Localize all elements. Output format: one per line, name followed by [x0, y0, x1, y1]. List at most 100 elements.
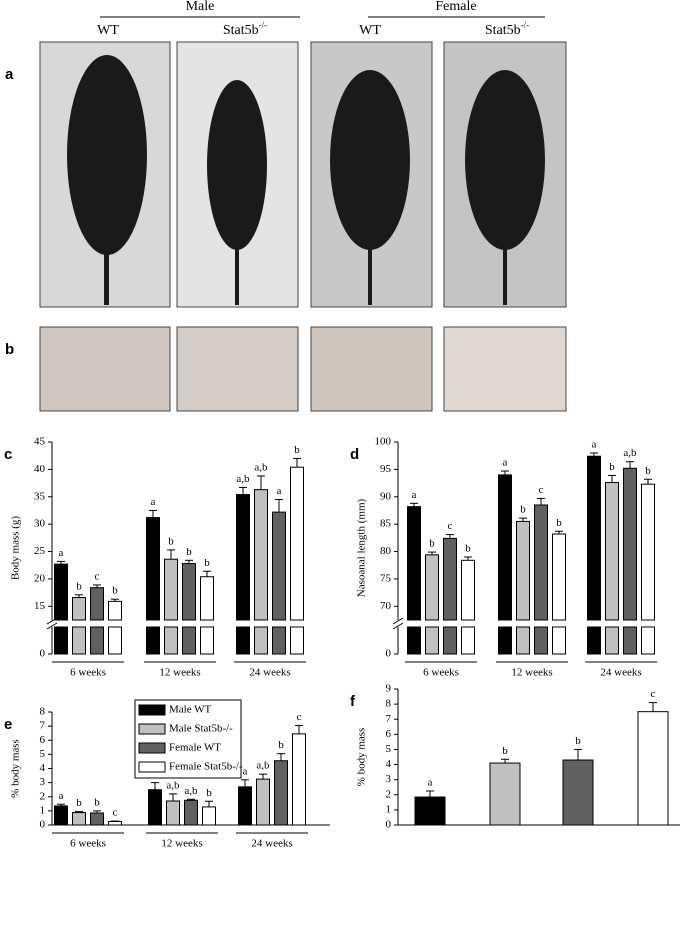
bar [516, 520, 530, 621]
bar-stub [164, 626, 178, 655]
bar-stub [108, 626, 122, 655]
x-tick-label: 24 weeks [600, 667, 641, 679]
y-tick-label: 0 [40, 648, 46, 660]
y-tick-label: 0 [40, 819, 46, 831]
group-label: Female [435, 0, 476, 14]
bar [108, 600, 122, 621]
panel-label: b [5, 341, 14, 358]
y-tick-label: 6 [386, 728, 392, 740]
panel-label: c [4, 446, 12, 463]
bar [236, 494, 250, 621]
column-label-sup: -/- [521, 20, 530, 30]
y-tick-label: 85 [380, 518, 392, 530]
significance-letter: a,b [623, 447, 637, 459]
significance-letter: b [94, 796, 100, 808]
significance-letter: c [448, 520, 453, 532]
bar-stub [534, 626, 548, 655]
x-tick-label: 24 weeks [251, 838, 292, 850]
significance-letter: a,b [254, 461, 268, 473]
bar [489, 762, 521, 826]
x-tick-label: 12 weeks [511, 667, 552, 679]
y-axis-title: Body mass (g) [10, 516, 22, 581]
significance-letter: c [539, 484, 544, 496]
y-tick-label: 5 [40, 748, 46, 760]
legend-swatch [138, 742, 166, 754]
y-tick-label: 45 [34, 436, 46, 448]
bar-stub [443, 626, 457, 655]
bar [72, 597, 86, 621]
significance-letter: c [95, 570, 100, 582]
bar [256, 778, 270, 826]
significance-letter: a [151, 496, 156, 508]
significance-letter: a [243, 765, 248, 777]
y-tick-label: 100 [375, 436, 392, 448]
column-label-text: WT [359, 23, 381, 38]
skull-photo [310, 326, 433, 412]
significance-letter: c [113, 807, 118, 819]
bar-stub [605, 626, 619, 655]
bar [587, 455, 601, 621]
bar [290, 466, 304, 621]
significance-letter: b [204, 557, 210, 569]
y-tick-label: 6 [40, 734, 46, 746]
column-label-text: WT [97, 23, 119, 38]
significance-letter: a [412, 489, 417, 501]
bar-stub [236, 626, 250, 655]
legend-label: Male WT [169, 704, 212, 716]
legend-swatch [138, 723, 166, 735]
bar [274, 760, 288, 826]
bar [254, 489, 268, 621]
y-axis-title: Nasoanal length (mm) [356, 498, 368, 597]
bar-stub [72, 626, 86, 655]
y-tick-label: 80 [380, 545, 392, 557]
bar [90, 812, 104, 826]
y-tick-label: 35 [34, 490, 46, 502]
bar-stub [552, 626, 566, 655]
x-tick-label: 12 weeks [161, 838, 202, 850]
y-axis-title: % body mass [10, 739, 22, 798]
y-tick-label: 15 [34, 600, 46, 612]
bar-stub [54, 626, 68, 655]
significance-letter: b [645, 465, 651, 477]
y-tick-label: 20 [34, 572, 46, 584]
bar-stub [461, 626, 475, 655]
y-tick-label: 95 [380, 463, 392, 475]
significance-letter: b [502, 745, 508, 757]
legend-swatch [138, 704, 166, 716]
x-tick-label: 12 weeks [159, 667, 200, 679]
bar [148, 789, 162, 826]
axis-break [392, 617, 404, 625]
skull-photo [443, 326, 567, 412]
bar [54, 563, 68, 621]
photo-backgrounds [39, 16, 567, 412]
bar-stub [290, 626, 304, 655]
column-label: WT [97, 23, 119, 38]
bar-stub [90, 626, 104, 655]
bar [641, 483, 655, 621]
column-label-text: Stat5b [223, 23, 259, 38]
y-tick-label: 7 [40, 720, 46, 732]
y-tick-label: 30 [34, 518, 46, 530]
bar [182, 563, 196, 621]
x-tick-label: 6 weeks [70, 667, 106, 679]
bar [605, 482, 619, 621]
x-tick-label: 24 weeks [249, 667, 290, 679]
bar [623, 467, 637, 621]
bar [164, 558, 178, 621]
y-tick-label: 2 [40, 790, 46, 802]
significance-letter: b [76, 797, 82, 809]
y-tick-label: 4 [40, 762, 46, 774]
y-tick-label: 40 [34, 463, 46, 475]
bar-stub [182, 626, 196, 655]
significance-letter: b [520, 504, 526, 516]
y-tick-label: 90 [380, 490, 392, 502]
legend-label: Female WT [169, 742, 221, 754]
significance-letter: a [592, 438, 597, 450]
bar [414, 796, 446, 826]
significance-letter: a,b [166, 779, 180, 791]
y-axis-title: % body mass [356, 728, 368, 787]
bar [200, 576, 214, 621]
significance-letter: b [278, 739, 284, 751]
bar [425, 554, 439, 621]
